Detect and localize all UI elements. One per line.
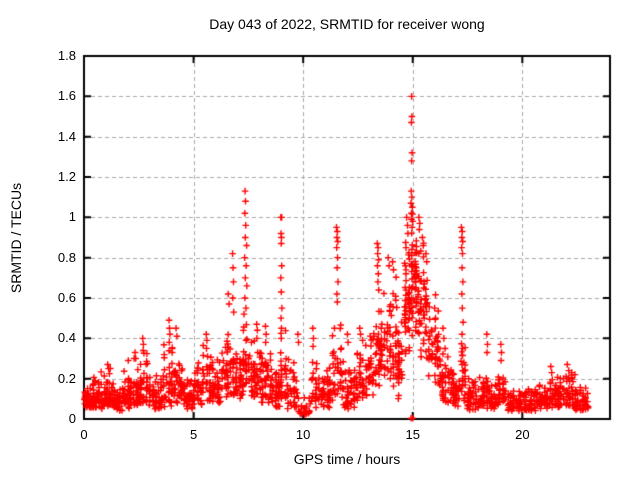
y-tick-label: 0.8 <box>57 249 76 265</box>
x-tick-label: 0 <box>80 427 88 442</box>
y-tick-label: 0.2 <box>57 370 76 386</box>
x-tick-label: 10 <box>295 427 311 442</box>
y-tick-label: 1.4 <box>57 128 76 144</box>
x-tick-label: 15 <box>405 427 420 442</box>
x-tick-label: 20 <box>515 427 530 442</box>
y-axis-title: SRMTID / TECUs <box>8 182 24 294</box>
x-tick-label: 5 <box>189 427 198 442</box>
y-tick-label: 1 <box>68 209 76 225</box>
y-tick-label: 1.8 <box>57 48 76 63</box>
y-tick-label: 1.2 <box>57 169 76 184</box>
y-tick-label: 0.4 <box>57 330 76 346</box>
chart-title: Day 043 of 2022, SRMTID for receiver won… <box>209 16 485 32</box>
y-tick-label: 0 <box>68 411 76 426</box>
y-tick-label: 1.6 <box>57 88 76 104</box>
y-tick-label: 0.6 <box>57 290 76 305</box>
x-axis-title: GPS time / hours <box>293 451 401 467</box>
